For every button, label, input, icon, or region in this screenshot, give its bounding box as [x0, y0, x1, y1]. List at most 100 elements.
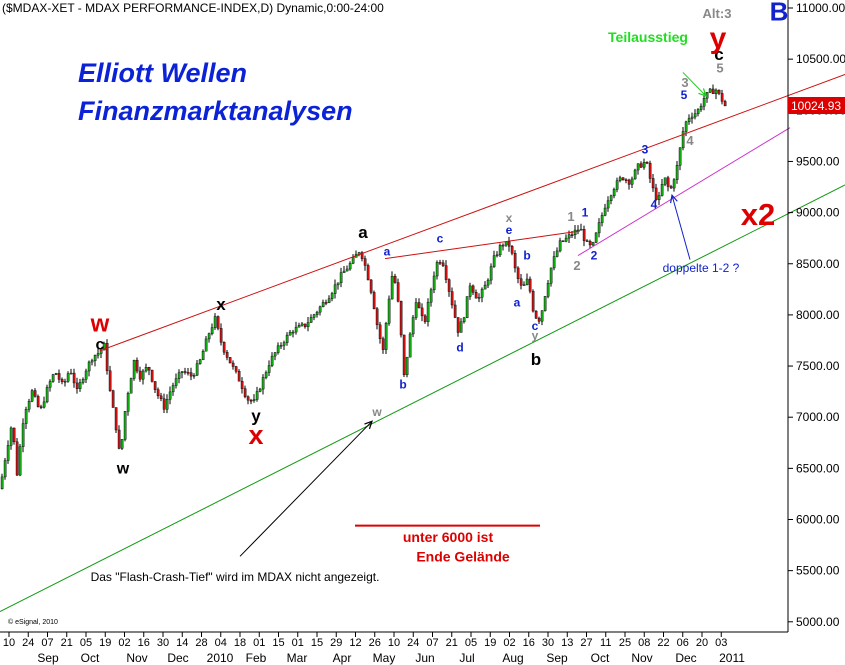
candle [291, 329, 295, 338]
candle-body [186, 372, 190, 374]
candle-body [360, 252, 364, 259]
candle [618, 175, 622, 183]
candle-body [558, 240, 562, 252]
candle [66, 371, 70, 383]
candle-body [531, 291, 535, 312]
candle [177, 369, 181, 384]
wave-label: x [248, 420, 263, 450]
wave-label: 3 [642, 142, 649, 156]
wave-label: Das "Flash-Crash-Tief" wird im MDAX nich… [91, 570, 380, 584]
candle [363, 255, 367, 271]
candle-body [234, 366, 238, 372]
candle-body [435, 262, 439, 277]
promo-line-1: Elliott Wellen [78, 58, 247, 88]
candle [60, 377, 64, 385]
candle [435, 260, 439, 280]
candle-body [129, 378, 133, 394]
candle [603, 203, 607, 217]
x-month-label: Jul [459, 651, 474, 665]
arrow-head [698, 88, 707, 97]
candle-body [525, 278, 529, 285]
candle [183, 367, 187, 375]
candle [210, 323, 214, 336]
x-tick-label: 08 [638, 637, 650, 649]
candle-body [450, 291, 454, 306]
x-month-label: Apr [333, 651, 352, 665]
candle-body [456, 317, 460, 333]
candle-body [141, 370, 145, 380]
candle [192, 373, 196, 379]
candle [585, 239, 589, 242]
candle [51, 373, 55, 383]
x-tick-label: 26 [369, 637, 381, 649]
candle [294, 321, 298, 335]
x-tick-label: 14 [176, 637, 188, 649]
arrow-head [669, 193, 678, 204]
wave-label: 1 [567, 209, 574, 224]
candle [240, 377, 244, 394]
y-tick-label: 9500.00 [796, 154, 840, 168]
x-month-label: Nov [631, 651, 652, 665]
x-tick-label: 21 [446, 637, 458, 649]
candle [141, 369, 145, 385]
candle-body [663, 177, 667, 185]
candle [594, 232, 598, 244]
candle [645, 161, 649, 165]
candle [342, 265, 346, 273]
candle [48, 379, 52, 392]
candle [693, 109, 697, 120]
candle [666, 175, 670, 192]
candle-body [468, 285, 472, 297]
wave-label: y [532, 328, 539, 342]
x-tick-label: 30 [157, 637, 169, 649]
candle-body [444, 265, 448, 280]
candle-body [72, 372, 76, 384]
candle [516, 266, 520, 284]
y-tick-label: 5000.00 [796, 615, 840, 629]
candle [444, 260, 448, 284]
candle [87, 360, 91, 377]
candle [288, 329, 292, 336]
x-tick-label: 11 [600, 637, 611, 649]
candle [201, 349, 205, 361]
candle [711, 84, 715, 95]
candle [42, 396, 46, 409]
candle [30, 388, 34, 403]
candle [204, 336, 208, 352]
candle [642, 158, 646, 170]
candle-body [414, 302, 418, 318]
candle [519, 274, 523, 290]
candle [522, 281, 526, 286]
x-tick-label: 18 [234, 637, 246, 649]
candle [582, 225, 586, 247]
candle-body [534, 310, 538, 319]
candle-body [114, 407, 118, 431]
candle [249, 398, 253, 405]
candle [465, 296, 469, 319]
candle [297, 322, 301, 328]
candle [255, 386, 259, 402]
x-tick-label: 07 [426, 637, 438, 649]
candle [564, 234, 568, 243]
candle-body [315, 311, 319, 315]
candle [78, 378, 82, 392]
candle-body [264, 372, 268, 378]
candle-body [492, 255, 496, 267]
candle-body [126, 393, 130, 412]
candle-body [474, 292, 478, 299]
candle [222, 341, 226, 355]
candle [528, 276, 532, 294]
x-tick-label: 29 [330, 637, 342, 649]
candle-body [630, 178, 634, 185]
arrow-head [364, 420, 373, 430]
candle [90, 358, 94, 366]
wave-label: b [523, 249, 530, 263]
candle-body [633, 169, 637, 180]
candle-body [675, 165, 679, 180]
candle [660, 179, 664, 197]
candle [696, 108, 700, 117]
candle-body [591, 242, 595, 246]
x-tick-label: 07 [41, 637, 53, 649]
candle [75, 377, 79, 394]
